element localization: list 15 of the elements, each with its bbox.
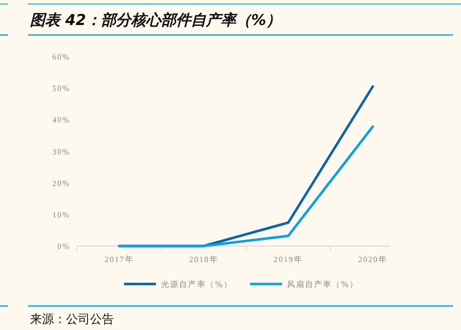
x-tick-label: 2017年 [104, 255, 134, 264]
y-tick-label: 10% [52, 210, 70, 220]
y-tick-label: 50% [52, 84, 70, 94]
y-tick-label: 0% [57, 242, 70, 251]
chart-title: 图表 42：部分核心部件自产率（%） [30, 11, 282, 29]
y-tick-label: 60% [52, 52, 70, 62]
x-tick-label: 2018年 [189, 255, 218, 264]
x-tick-label: 2020年 [358, 255, 388, 264]
x-tick-label: 2019年 [274, 255, 303, 264]
y-tick-label: 30% [52, 147, 70, 156]
legend-label: 光源自产率（%） [161, 280, 233, 289]
source-note: 来源：公司公告 [30, 312, 114, 326]
y-tick-label: 40% [52, 116, 70, 125]
y-tick-label: 20% [52, 178, 70, 188]
legend-label: 风扇自产率（%） [287, 280, 359, 289]
